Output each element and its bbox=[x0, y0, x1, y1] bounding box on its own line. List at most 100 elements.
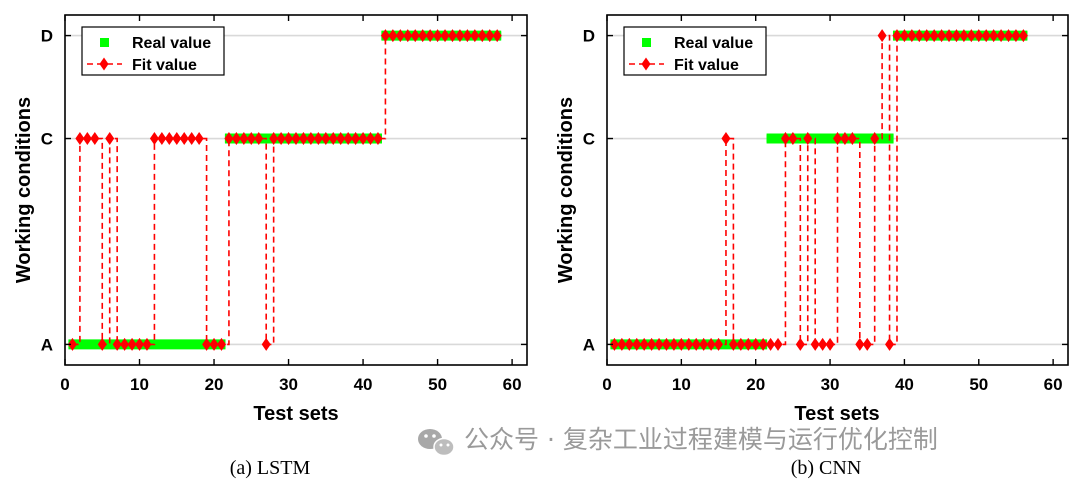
chart0-fit-point bbox=[209, 337, 219, 351]
chart0-x-tick-label: 60 bbox=[503, 375, 522, 394]
chart0-real-point bbox=[83, 340, 92, 349]
chart0-fit-point bbox=[336, 132, 346, 146]
chart1-fit-point bbox=[714, 337, 724, 351]
chart0-fit-point bbox=[395, 29, 405, 43]
chart0-fit-point bbox=[254, 132, 264, 146]
chart0-fit-point bbox=[112, 337, 122, 351]
chart1-fit-point bbox=[1004, 29, 1014, 43]
chart0-fit-point bbox=[470, 29, 480, 43]
chart1-x-tick-label: 0 bbox=[602, 375, 611, 394]
chart0-x-tick-label: 50 bbox=[428, 375, 447, 394]
chart0-fit-point bbox=[321, 132, 331, 146]
chart1-fit-point bbox=[736, 337, 746, 351]
chart0-y-tick-label: A bbox=[41, 335, 53, 354]
chart0-legend-real-marker bbox=[100, 38, 109, 47]
chart1-fit-point bbox=[944, 29, 954, 43]
chart1-x-tick-label: 50 bbox=[969, 375, 988, 394]
chart1-fit-point bbox=[751, 337, 761, 351]
chart0-real-point bbox=[157, 340, 166, 349]
chart0-legend: Real value Fit value bbox=[81, 26, 225, 76]
chart1-fit-point bbox=[870, 132, 880, 146]
chart1-fit-point bbox=[1018, 29, 1028, 43]
chart1-fit-point bbox=[929, 29, 939, 43]
chart0-legend-fit-marker bbox=[99, 57, 109, 71]
chart0-fit-point bbox=[462, 29, 472, 43]
chart1-x-tick-label: 40 bbox=[895, 375, 914, 394]
chart0-fit-point bbox=[97, 337, 107, 351]
chart1-axes-box bbox=[606, 14, 1069, 366]
chart0-x-tick-label: 30 bbox=[279, 375, 298, 394]
chart1-fit-point bbox=[647, 337, 657, 351]
chart0-real-point bbox=[180, 340, 189, 349]
chart0-fit-point bbox=[440, 29, 450, 43]
chart1-legend-real-marker bbox=[642, 38, 651, 47]
chart0-y-tick-label: C bbox=[41, 130, 53, 149]
chart0-fit-point bbox=[418, 29, 428, 43]
chart0-fit-point bbox=[328, 132, 338, 146]
chart0-fit-point bbox=[351, 132, 361, 146]
chart0-fit-point bbox=[239, 132, 249, 146]
chart0-legend-real-label: Real value bbox=[132, 35, 211, 52]
chart1-fit-point bbox=[743, 337, 753, 351]
chart0-x-tick-label: 40 bbox=[354, 375, 373, 394]
chart1-real-point bbox=[826, 134, 835, 143]
chart0-fit-point bbox=[284, 132, 294, 146]
chart0-real-point bbox=[165, 340, 174, 349]
chart1-fit-point bbox=[981, 29, 991, 43]
chart1-fit-point bbox=[617, 337, 627, 351]
chart1-fit-point bbox=[728, 337, 738, 351]
chart0-fit-point bbox=[142, 337, 152, 351]
chart1-y-tick-label: A bbox=[583, 335, 595, 354]
chart0-fit-point bbox=[179, 132, 189, 146]
chart1-fit-point bbox=[914, 29, 924, 43]
chart0-real-point bbox=[187, 340, 196, 349]
chart0-fit-point bbox=[477, 29, 487, 43]
chart1-fit-point bbox=[795, 337, 805, 351]
chart1-fit-point bbox=[922, 29, 932, 43]
chart0-axes-box bbox=[64, 14, 528, 366]
chart1-fit-point bbox=[825, 337, 835, 351]
chart1-fit-point bbox=[803, 132, 813, 146]
watermark-text: 公众号 · 复杂工业过程建模与运行优化控制 bbox=[464, 425, 938, 454]
chart1-fit-point bbox=[691, 337, 701, 351]
chart1-fit-point bbox=[840, 132, 850, 146]
chart1-fit-point bbox=[684, 337, 694, 351]
chart0-fit-point bbox=[433, 29, 443, 43]
chart1-real-point bbox=[774, 134, 783, 143]
chart0-fit-point bbox=[313, 132, 323, 146]
chart0-fit-point bbox=[75, 132, 85, 146]
chart0-fit-point bbox=[373, 132, 383, 146]
chart0-fit-point bbox=[485, 29, 495, 43]
chart1-real-point bbox=[818, 134, 827, 143]
chart1-y-tick-label: C bbox=[583, 130, 595, 149]
chart0-fit-point bbox=[425, 29, 435, 43]
chart0-fit-point bbox=[164, 132, 174, 146]
chart1-x-tick-label: 10 bbox=[672, 375, 691, 394]
chart1-fit-point bbox=[855, 337, 865, 351]
chart1-fit-point bbox=[892, 29, 902, 43]
chart1-fit-point bbox=[780, 132, 790, 146]
chart1-fit-point bbox=[885, 337, 895, 351]
chart1-x-tick-label: 30 bbox=[821, 375, 840, 394]
chart0-fit-point bbox=[90, 132, 100, 146]
chart1-fit-point bbox=[624, 337, 634, 351]
chart0-fit-point bbox=[202, 337, 212, 351]
chart1-real-point bbox=[863, 134, 872, 143]
chart0-fit-point bbox=[306, 132, 316, 146]
chart0-fit-point bbox=[269, 132, 279, 146]
chart0-real-point bbox=[75, 340, 84, 349]
chart0-fit-point bbox=[67, 337, 77, 351]
chart0-fit-point bbox=[246, 132, 256, 146]
chart1-fit-point bbox=[706, 337, 716, 351]
chart1-x-axis-title: Test sets bbox=[794, 403, 879, 425]
chart1-fit-point bbox=[862, 337, 872, 351]
chart1-fit-point bbox=[974, 29, 984, 43]
chart1-real-point bbox=[855, 134, 864, 143]
chart1-fit-point bbox=[654, 337, 664, 351]
chart0-x-tick-label: 20 bbox=[205, 375, 224, 394]
chart1-fit-point bbox=[676, 337, 686, 351]
chart0-real-point bbox=[105, 340, 114, 349]
chart1-x-tick-label: 20 bbox=[746, 375, 765, 394]
chart-panel-lstm: 0 10 20 30 40 50 60 A C D Test sets Working conditi… bbox=[13, 14, 528, 425]
